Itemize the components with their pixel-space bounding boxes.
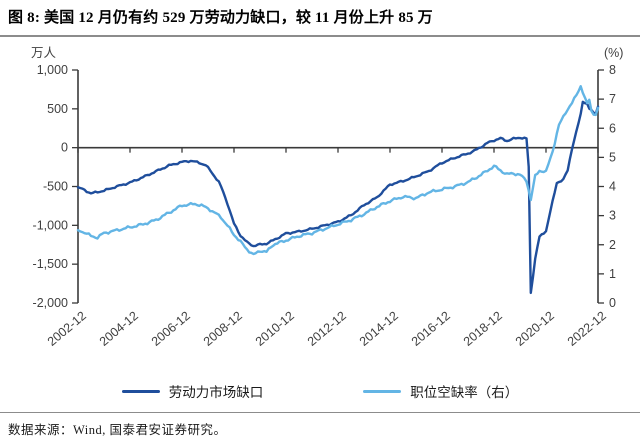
left-axis-tick-label: 1,000 bbox=[37, 63, 68, 77]
series-line-labor-gap bbox=[76, 100, 600, 295]
right-axis-tick-label: 3 bbox=[609, 209, 616, 223]
x-axis-tick-label: 2002-12 bbox=[45, 309, 89, 349]
x-axis-tick-label: 2018-12 bbox=[461, 309, 505, 349]
legend-line-light-icon bbox=[363, 389, 402, 393]
right-axis-tick-label: 1 bbox=[609, 267, 616, 281]
left-axis-tick-label: -1,500 bbox=[33, 257, 68, 271]
legend-label: 劳动力市场缺口 bbox=[168, 385, 264, 400]
x-axis-tick-label: 2008-12 bbox=[201, 309, 245, 349]
left-axis-tick-label: -500 bbox=[43, 180, 68, 194]
source-divider bbox=[0, 412, 640, 413]
chart-canvas: 万人 (%) 1,000 500 0 -500 -1,000 -1,500 -2,000 8 7… bbox=[31, 46, 623, 349]
left-axis-tick-label: 500 bbox=[47, 102, 68, 116]
right-axis-tick-label: 4 bbox=[609, 180, 616, 194]
right-axis-tick-label: 2 bbox=[609, 238, 616, 252]
right-axis-tick-label: 8 bbox=[609, 63, 616, 77]
x-axis-tick-label: 2016-12 bbox=[409, 309, 453, 349]
legend-label: 职位空缺率（右） bbox=[410, 385, 519, 400]
right-axis-tick-label: 6 bbox=[609, 121, 616, 135]
x-axis-tick-label: 2022-12 bbox=[565, 309, 609, 349]
figure-title: 图 8: 美国 12 月仍有约 529 万劳动力缺口，较 11 月份上升 85 … bbox=[8, 10, 433, 26]
chart-legend: 劳动力市场缺口 职位空缺率（右） bbox=[0, 380, 640, 402]
right-axis-tick-label: 5 bbox=[609, 150, 616, 164]
x-axis-tick-label: 2014-12 bbox=[357, 309, 401, 349]
left-axis-unit-label: 万人 bbox=[31, 46, 57, 60]
x-axis-tick-label: 2012-12 bbox=[305, 309, 349, 349]
x-axis-tick-label: 2020-12 bbox=[513, 309, 557, 349]
right-axis-unit-label: (%) bbox=[604, 46, 623, 60]
data-source-note: 数据来源：Wind, 国泰君安证券研究。 bbox=[8, 423, 227, 437]
series-line-openings-rate bbox=[76, 85, 600, 256]
legend-line-dark-icon bbox=[121, 389, 160, 393]
left-axis-tick-label: -1,000 bbox=[33, 218, 68, 232]
left-axis-tick-label: 0 bbox=[61, 141, 68, 155]
legend-item-labor-gap: 劳动力市场缺口 bbox=[121, 381, 264, 401]
x-axis-tick-label: 2010-12 bbox=[253, 309, 297, 349]
legend-item-openings-rate: 职位空缺率（右） bbox=[363, 381, 518, 401]
title-divider bbox=[0, 35, 640, 37]
right-axis-tick-label: 0 bbox=[609, 296, 616, 310]
left-axis-tick-label: -2,000 bbox=[33, 296, 68, 310]
x-axis-tick-label: 2006-12 bbox=[149, 309, 193, 349]
x-axis-tick-label: 2004-12 bbox=[97, 309, 141, 349]
right-axis-tick-label: 7 bbox=[609, 92, 616, 106]
